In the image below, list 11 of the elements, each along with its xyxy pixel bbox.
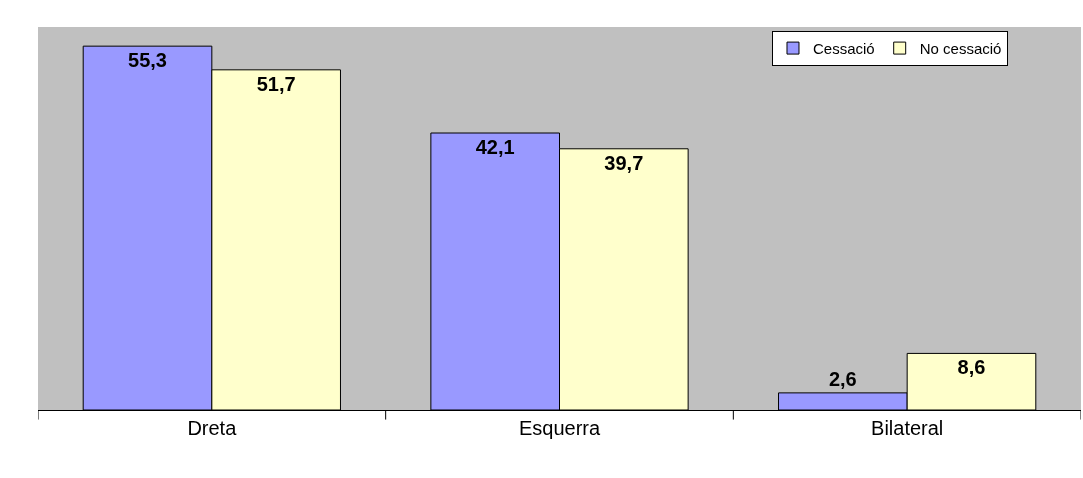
legend-label: Cessació: [812, 39, 875, 57]
x-tick-label: Bilateral: [871, 417, 944, 439]
x-tick-label: Dreta: [187, 417, 238, 439]
data-label: 8,6: [957, 356, 986, 379]
data-label: 2,6: [828, 367, 857, 390]
x-tick-label: Esquerra: [518, 417, 601, 439]
legend-label: No cessació: [919, 39, 1002, 57]
data-label: 39,7: [604, 151, 644, 174]
data-label: 42,1: [475, 136, 515, 158]
data-label: 51,7: [256, 72, 296, 95]
data-label: 55,3: [128, 49, 167, 72]
